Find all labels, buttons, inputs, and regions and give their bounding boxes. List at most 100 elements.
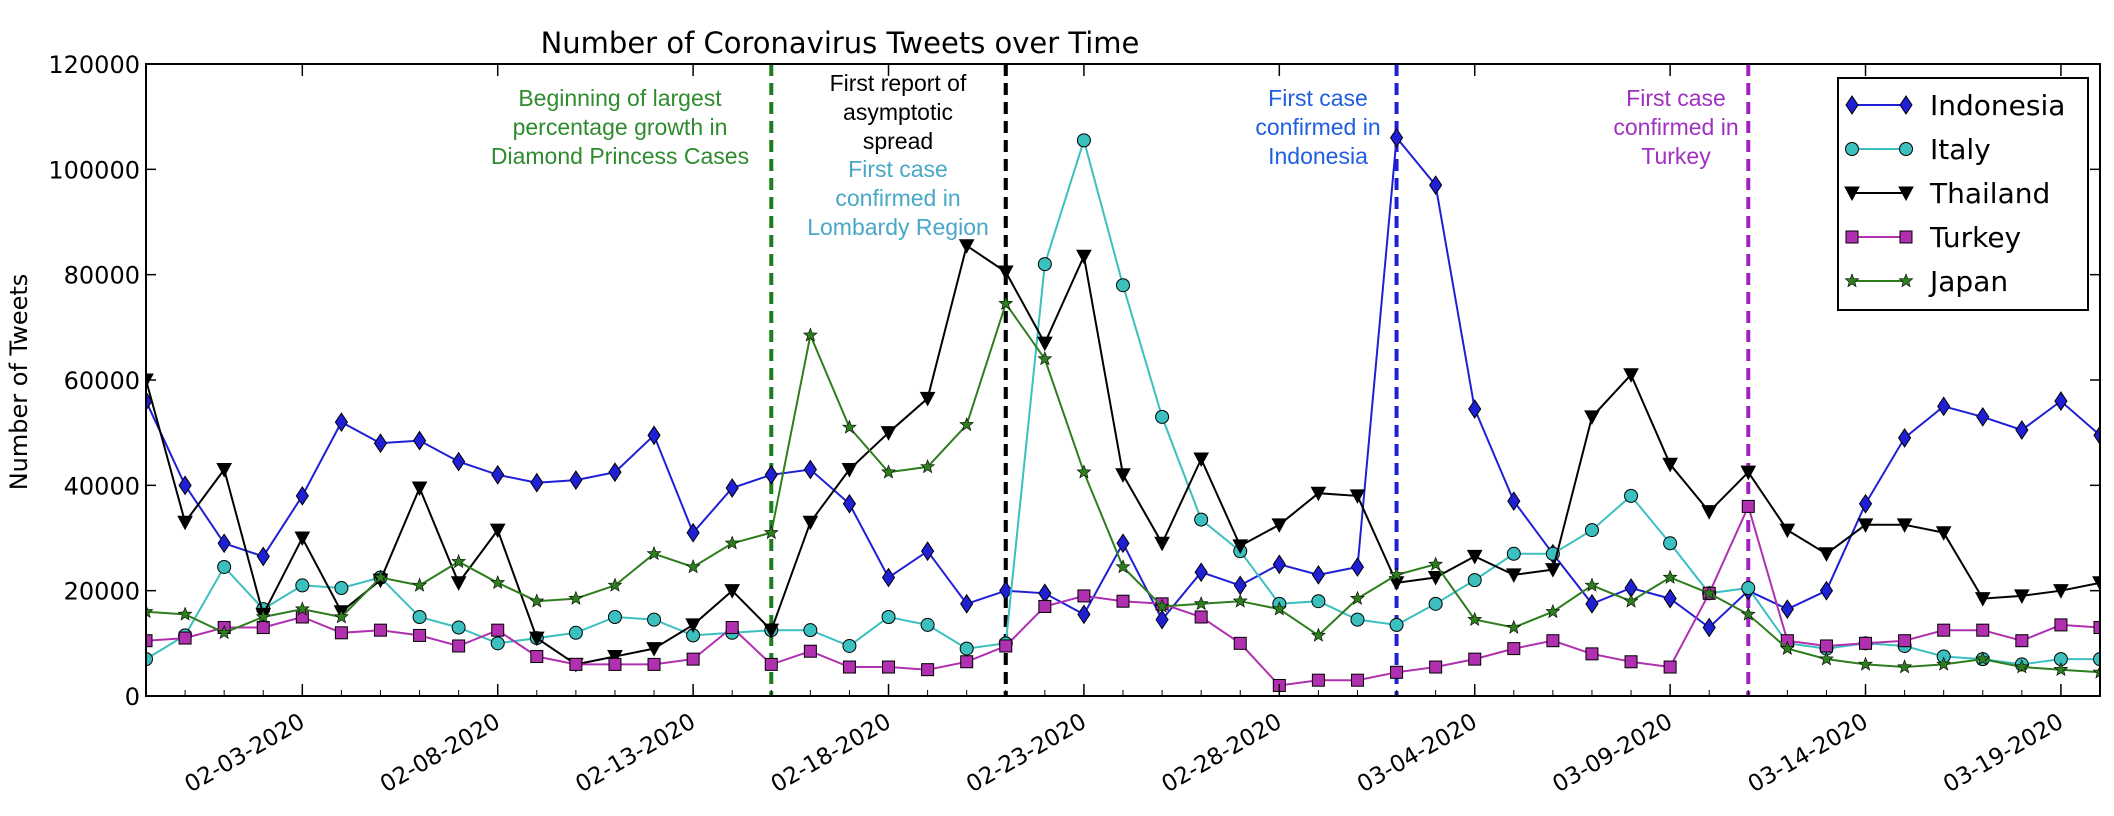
data-point-japan (1858, 656, 1874, 671)
data-point-japan (1389, 567, 1404, 582)
legend: Indonesia Italy Thailand Turkey Japan (1837, 77, 2089, 311)
annotation-line: Diamond Princess Cases (491, 143, 749, 169)
data-point-turkey (725, 621, 739, 635)
x-tick-label: 03-19-2020 (1939, 709, 2068, 798)
data-point-japan (1897, 659, 1913, 674)
data-point-turkey (1546, 634, 1560, 648)
data-point-japan (1037, 351, 1053, 366)
data-point-japan (1936, 656, 1952, 671)
data-point-japan (1506, 619, 1522, 634)
data-point-turkey (1468, 652, 1482, 666)
data-point-italy (920, 617, 935, 632)
data-point-italy (881, 610, 896, 624)
series-japan (146, 295, 2100, 679)
data-point-japan (959, 416, 975, 432)
data-point-japan (724, 535, 740, 550)
data-point-thailand (2014, 589, 2030, 604)
data-point-indonesia (1194, 562, 1208, 583)
data-point-thailand (528, 631, 545, 647)
data-point-japan (763, 524, 779, 540)
data-point-japan (372, 569, 388, 584)
data-point-thailand (919, 391, 936, 407)
data-point-italy (451, 620, 466, 635)
data-point-turkey (882, 660, 896, 674)
data-point-turkey (1390, 665, 1404, 679)
data-point-japan (920, 459, 936, 474)
y-tick-label: 80000 (64, 262, 140, 290)
data-point-japan (841, 419, 857, 434)
data-point-japan (2053, 661, 2069, 676)
y-tick-label: 120000 (48, 51, 140, 79)
chart-title: Number of Coronavirus Tweets over Time (541, 26, 1140, 60)
data-point-japan (294, 601, 310, 616)
data-point-thailand (1310, 486, 1327, 502)
x-tick-label: 03-09-2020 (1548, 709, 1677, 798)
data-point-indonesia (725, 478, 739, 498)
y-tick-label: 60000 (64, 367, 140, 395)
data-point-turkey (1038, 599, 1052, 613)
annotation-line: First case (848, 156, 948, 182)
data-point-indonesia (1819, 580, 1834, 601)
x-tick-label: 02-23-2020 (962, 709, 1091, 798)
data-point-italy (1741, 581, 1756, 596)
data-point-turkey (1507, 642, 1521, 656)
data-point-italy (295, 578, 310, 593)
data-point-thailand (1857, 518, 1874, 533)
data-point-italy (2093, 652, 2100, 667)
data-point-indonesia (2093, 425, 2100, 446)
data-point-japan (255, 609, 271, 624)
data-point-turkey (256, 621, 270, 635)
data-point-thailand (1427, 571, 1444, 586)
series-line-indonesia (146, 135, 2100, 629)
x-tick-label: 02-18-2020 (767, 709, 896, 798)
legend-label-indonesia: Indonesia (1930, 89, 2065, 122)
data-point-italy (490, 636, 505, 651)
data-point-japan (568, 590, 584, 605)
annotation-line: First report of (830, 70, 967, 96)
data-point-turkey (530, 650, 544, 663)
data-point-japan (1350, 590, 1365, 605)
data-point-italy (146, 652, 153, 667)
data-point-thailand (1974, 592, 1991, 607)
data-point-thailand (489, 523, 506, 539)
data-point-thailand (880, 426, 897, 441)
data-point-indonesia (764, 464, 778, 485)
data-point-italy (1428, 596, 1443, 611)
data-point-japan (412, 577, 428, 592)
data-point-turkey (1898, 634, 1912, 648)
annotation: Beginning of largest percentage growth in… (491, 85, 749, 169)
y-axis-label: Number of Tweets (5, 274, 33, 491)
data-point-turkey (373, 623, 387, 637)
data-point-thailand (1584, 410, 1600, 425)
data-point-indonesia (1663, 588, 1677, 609)
x-tick-label: 02-13-2020 (571, 709, 700, 798)
data-point-japan (646, 545, 662, 561)
data-point-turkey (1741, 499, 1755, 513)
data-point-italy (842, 638, 857, 653)
data-point-japan (802, 327, 818, 342)
data-point-indonesia (1272, 554, 1286, 575)
data-point-japan (1779, 640, 1795, 655)
series-italy (146, 133, 2100, 672)
data-point-turkey (1429, 660, 1443, 674)
series-line-japan (146, 301, 2100, 674)
data-point-japan (1623, 593, 1639, 608)
annotation-line: spread (863, 128, 933, 154)
data-point-indonesia (960, 593, 974, 614)
data-point-turkey (999, 639, 1013, 653)
data-point-indonesia (217, 533, 231, 554)
data-point-thailand (1271, 518, 1288, 533)
data-point-italy (1389, 617, 1404, 632)
legend-marker (1899, 142, 1913, 156)
data-point-italy (1663, 536, 1678, 551)
data-point-turkey (334, 626, 348, 640)
data-point-thailand (1623, 368, 1639, 383)
y-tick-label: 100000 (48, 156, 140, 184)
data-point-indonesia (1702, 617, 1716, 638)
annotation: First case confirmed in Indonesia (1255, 85, 1380, 169)
legend-marker (1899, 230, 1913, 244)
data-point-japan (685, 559, 701, 574)
data-point-turkey (1859, 636, 1873, 650)
data-point-italy (803, 623, 818, 638)
y-tick-label: 0 (125, 683, 140, 711)
